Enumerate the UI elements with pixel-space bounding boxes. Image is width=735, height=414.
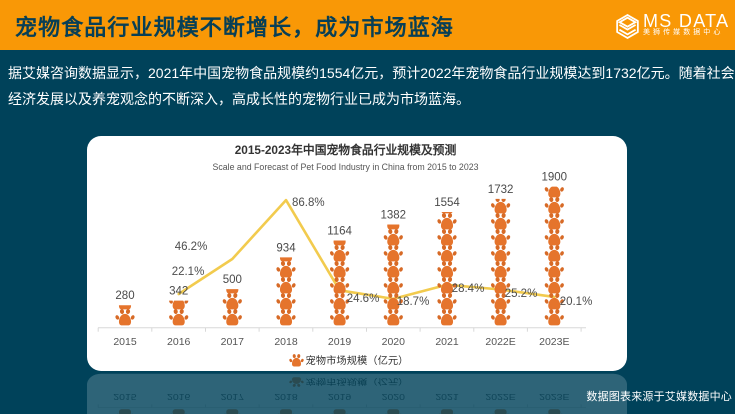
svg-text:2021: 2021 bbox=[435, 392, 458, 402]
svg-text:2018: 2018 bbox=[274, 336, 298, 348]
svg-text:2016: 2016 bbox=[167, 392, 190, 402]
svg-text:2015: 2015 bbox=[113, 336, 137, 348]
svg-text:2015: 2015 bbox=[113, 392, 136, 402]
svg-text:2019: 2019 bbox=[328, 336, 352, 348]
svg-text:46.2%: 46.2% bbox=[175, 241, 208, 253]
svg-text:2021: 2021 bbox=[435, 336, 459, 348]
svg-text:2018: 2018 bbox=[274, 392, 297, 402]
svg-text:20.1%: 20.1% bbox=[560, 296, 593, 308]
svg-text:1382: 1382 bbox=[381, 210, 407, 222]
svg-text:86.8%: 86.8% bbox=[292, 197, 325, 209]
svg-text:2020: 2020 bbox=[382, 392, 405, 402]
svg-text:2023E: 2023E bbox=[539, 392, 569, 402]
svg-text:2017: 2017 bbox=[221, 336, 245, 348]
svg-text:280: 280 bbox=[115, 290, 134, 302]
svg-text:1164: 1164 bbox=[327, 226, 352, 238]
svg-text:2022E: 2022E bbox=[485, 336, 515, 348]
svg-text:22.1%: 22.1% bbox=[172, 266, 205, 278]
svg-text:934: 934 bbox=[276, 242, 296, 254]
svg-text:500: 500 bbox=[223, 274, 242, 286]
svg-text:2017: 2017 bbox=[221, 392, 244, 402]
svg-text:1732: 1732 bbox=[488, 184, 514, 196]
svg-text:25.2%: 25.2% bbox=[505, 288, 538, 300]
svg-text:1900: 1900 bbox=[542, 172, 568, 184]
svg-text:2020: 2020 bbox=[382, 336, 406, 348]
svg-text:24.6%: 24.6% bbox=[347, 293, 380, 305]
svg-text:1554: 1554 bbox=[434, 197, 460, 209]
svg-text:2019: 2019 bbox=[328, 392, 351, 402]
svg-text:2016: 2016 bbox=[167, 336, 191, 348]
svg-text:18.7%: 18.7% bbox=[397, 296, 430, 308]
svg-text:2023E: 2023E bbox=[539, 336, 569, 348]
svg-text:2022E: 2022E bbox=[485, 392, 515, 402]
svg-text:342: 342 bbox=[169, 286, 188, 298]
svg-text:28.4%: 28.4% bbox=[452, 283, 485, 295]
